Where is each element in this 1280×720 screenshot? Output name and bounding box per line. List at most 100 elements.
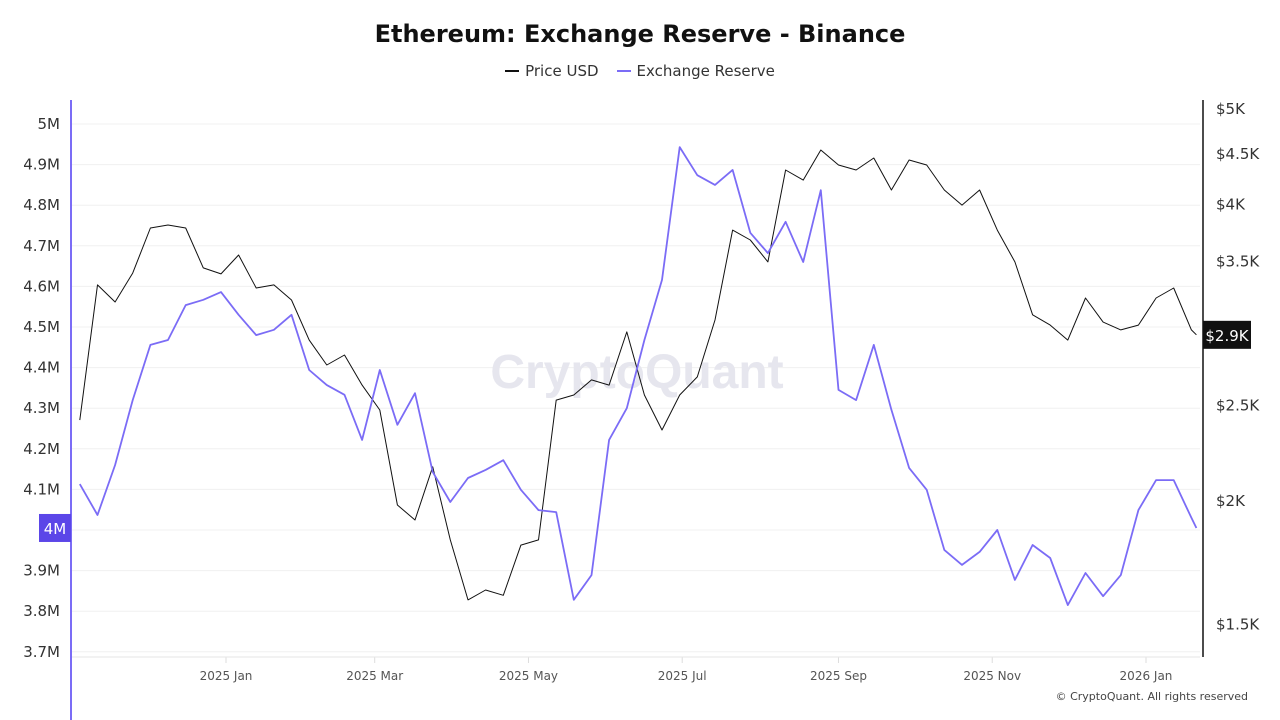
left-tick-label: 3.9M bbox=[23, 562, 60, 580]
price-point bbox=[414, 519, 416, 521]
price-point bbox=[661, 429, 663, 431]
price-point bbox=[802, 179, 804, 181]
price-point bbox=[379, 409, 381, 411]
price-point bbox=[626, 331, 628, 333]
price-point bbox=[785, 169, 787, 171]
legend-item-reserve[interactable]: Exchange Reserve bbox=[616, 62, 775, 80]
reserve-point bbox=[467, 477, 469, 479]
price-point bbox=[361, 384, 363, 386]
price-point bbox=[450, 539, 452, 541]
reserve-point bbox=[661, 279, 663, 281]
left-tick-label: 4.9M bbox=[23, 156, 60, 174]
legend-swatch-price bbox=[505, 70, 520, 72]
price-point bbox=[150, 227, 152, 229]
reserve-point bbox=[891, 409, 893, 411]
reserve-point bbox=[79, 483, 81, 485]
legend-label-reserve: Exchange Reserve bbox=[636, 62, 775, 80]
reserve-point bbox=[1191, 517, 1193, 519]
price-point bbox=[573, 394, 575, 396]
reserve-point bbox=[1173, 479, 1175, 481]
price-point bbox=[185, 227, 187, 229]
legend-swatch-reserve bbox=[616, 70, 631, 72]
reserve-point bbox=[326, 384, 328, 386]
right-tick-label: $5K bbox=[1216, 100, 1246, 118]
reserve-point bbox=[873, 344, 875, 346]
reserve-point bbox=[573, 599, 575, 601]
price-point bbox=[1173, 287, 1175, 289]
price-point bbox=[697, 376, 699, 378]
reserve-point bbox=[97, 514, 99, 516]
reserve-point bbox=[644, 339, 646, 341]
left-tick-label: 3.8M bbox=[23, 602, 60, 620]
price-point bbox=[767, 261, 769, 263]
reserve-point bbox=[785, 221, 787, 223]
price-point bbox=[502, 595, 504, 597]
price-point bbox=[979, 189, 981, 191]
reserve-point bbox=[1085, 572, 1087, 574]
reserve-point bbox=[397, 424, 399, 426]
reserve-point bbox=[679, 146, 681, 148]
reserve-point bbox=[838, 389, 840, 391]
left-tick-label: 4.8M bbox=[23, 196, 60, 214]
reserve-point bbox=[767, 252, 769, 254]
reserve-point bbox=[1067, 604, 1069, 606]
right-tick-label: $2.5K bbox=[1216, 397, 1260, 415]
reserve-point bbox=[379, 369, 381, 371]
chart-title: Ethereum: Exchange Reserve - Binance bbox=[374, 20, 906, 48]
price-point bbox=[520, 544, 522, 546]
price-point bbox=[291, 299, 293, 301]
price-point bbox=[344, 354, 346, 356]
price-point bbox=[908, 159, 910, 161]
reserve-point bbox=[538, 509, 540, 511]
legend-item-price[interactable]: Price USD bbox=[505, 62, 599, 80]
reserve-point bbox=[820, 189, 822, 191]
reserve-point bbox=[908, 467, 910, 469]
reserve-point bbox=[1120, 574, 1122, 576]
x-tick-label: 2026 Jan bbox=[1120, 669, 1173, 683]
x-tick-label: 2025 May bbox=[499, 669, 558, 683]
reserve-point bbox=[1138, 509, 1140, 511]
price-point bbox=[961, 204, 963, 206]
price-point bbox=[1067, 339, 1069, 341]
reserve-point bbox=[1014, 579, 1016, 581]
reserve-point bbox=[167, 339, 169, 341]
price-point bbox=[538, 539, 540, 541]
reserve-point bbox=[502, 459, 504, 461]
price-point bbox=[732, 229, 734, 231]
right-tick-label: $2K bbox=[1216, 492, 1246, 510]
current-reserve-badge bbox=[39, 513, 71, 542]
left-tick-label: 4.3M bbox=[23, 399, 60, 417]
price-point bbox=[1049, 324, 1051, 326]
price-point bbox=[326, 364, 328, 366]
price-point bbox=[1196, 334, 1198, 336]
price-point bbox=[485, 589, 487, 591]
reserve-point bbox=[608, 439, 610, 441]
legend-label-price: Price USD bbox=[525, 62, 599, 80]
reserve-point bbox=[1196, 527, 1198, 529]
x-tick-label: 2025 Jul bbox=[658, 669, 707, 683]
price-point bbox=[79, 419, 81, 421]
reserve-point bbox=[555, 511, 557, 513]
reserve-point bbox=[961, 564, 963, 566]
reserve-point bbox=[1102, 595, 1104, 597]
price-point bbox=[1085, 297, 1087, 299]
price-point bbox=[820, 149, 822, 151]
price-point bbox=[397, 504, 399, 506]
price-point bbox=[1102, 321, 1104, 323]
left-tick-label: 4.7M bbox=[23, 237, 60, 255]
price-point bbox=[273, 284, 275, 286]
reserve-point bbox=[308, 369, 310, 371]
left-tick-label: 4.5M bbox=[23, 318, 60, 336]
price-point bbox=[608, 384, 610, 386]
reserve-point bbox=[855, 399, 857, 401]
x-tick-label: 2025 Jan bbox=[200, 669, 253, 683]
reserve-point bbox=[432, 471, 434, 473]
price-point bbox=[114, 301, 116, 303]
price-point bbox=[644, 394, 646, 396]
current-reserve-label: 4M bbox=[44, 520, 67, 538]
price-point bbox=[838, 164, 840, 166]
reserve-point bbox=[114, 464, 116, 466]
price-point bbox=[555, 399, 557, 401]
reserve-point bbox=[1049, 557, 1051, 559]
